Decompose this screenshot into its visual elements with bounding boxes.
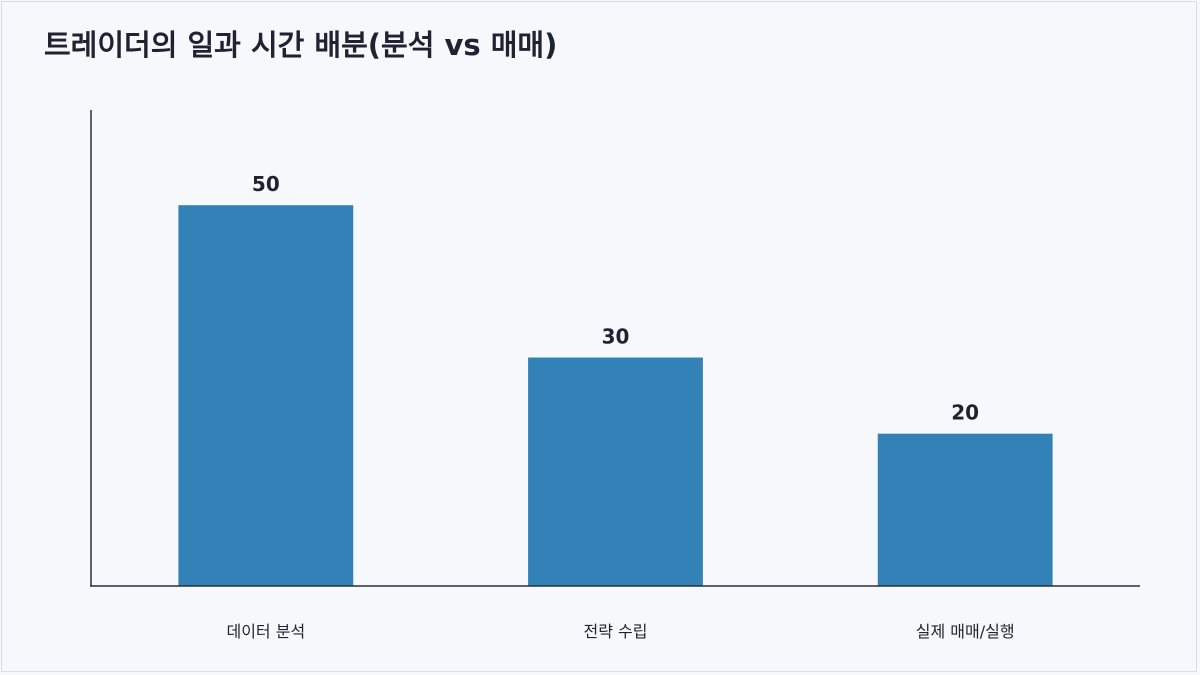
- value-label-1: 50: [252, 172, 280, 196]
- category-label-1: 데이터 분석: [226, 622, 305, 641]
- chart-title: 트레이더의 일과 시간 배분(분석 vs 매매): [44, 28, 558, 62]
- category-label-3: 실제 매매/실행: [916, 622, 1015, 641]
- value-label-3: 20: [951, 401, 979, 425]
- bar-1: [178, 205, 354, 586]
- value-labels: 50 30 20: [252, 172, 979, 424]
- bar-series: [178, 205, 1053, 586]
- bar-2: [528, 357, 703, 586]
- category-label-2: 전략 수립: [584, 622, 648, 641]
- bar-3: [877, 433, 1053, 586]
- value-label-2: 30: [602, 325, 630, 349]
- category-labels: 데이터 분석 전략 수립 실제 매매/실행: [226, 622, 1014, 641]
